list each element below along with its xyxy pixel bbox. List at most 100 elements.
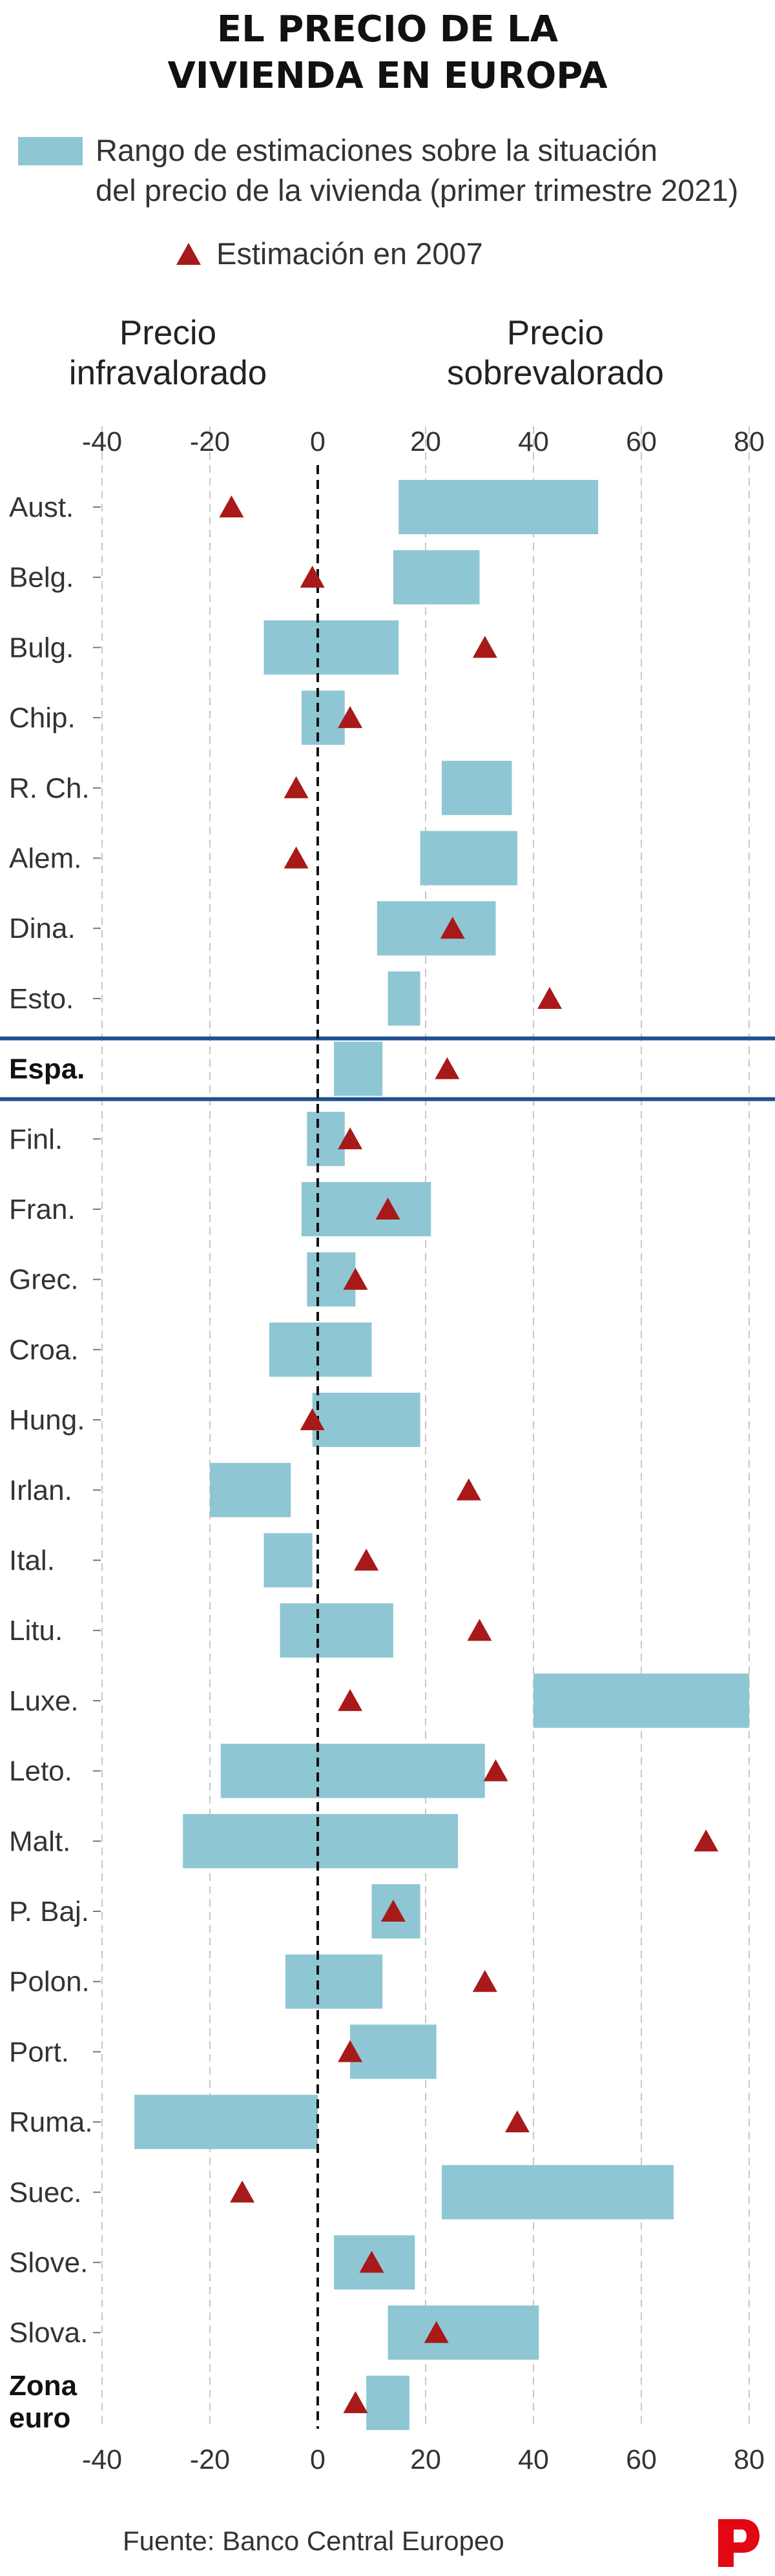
marker-2007 (504, 2110, 530, 2133)
x-tick-label-top: 0 (310, 426, 326, 457)
category-label: Slova. (9, 2317, 88, 2349)
marker-2007 (343, 1267, 368, 1290)
range-bar (334, 1041, 383, 1096)
range-bar (285, 1954, 383, 2009)
category-label: Ital. (9, 1545, 55, 1577)
category-label: Suec. (9, 2177, 82, 2208)
x-tick-label-top: 20 (410, 426, 441, 457)
marker-2007 (338, 2040, 363, 2062)
range-bar (269, 1322, 372, 1377)
marker-layer (219, 495, 719, 2413)
undervalued-label-line-2: infravalorado (68, 354, 267, 392)
marker-2007 (694, 1829, 719, 1852)
marker-2007 (219, 495, 244, 517)
range-bar (377, 901, 496, 956)
x-tick-label-bottom: 40 (518, 2444, 549, 2475)
marker-2007 (338, 1127, 363, 1150)
category-label: Bulg. (9, 632, 74, 663)
marker-2007 (284, 776, 309, 798)
category-label: Belg. (9, 562, 74, 594)
legend-range-text: Rango de estimaciones sobre la situación… (96, 130, 775, 211)
category-label: Croa. (9, 1334, 79, 1366)
category-label: Leto. (9, 1756, 72, 1787)
category-label: Grec. (9, 1264, 79, 1296)
overvalued-label: Precio sobrevalorado (413, 313, 698, 393)
range-bar (420, 831, 517, 886)
x-tick-label-top: 80 (734, 426, 765, 457)
category-label: Fran. (9, 1194, 76, 1225)
category-label: Chip. (9, 702, 76, 734)
marker-2007 (338, 1688, 363, 1711)
undervalued-label-line-1: Precio (119, 314, 217, 352)
marker-2007 (483, 1759, 508, 1781)
range-bar (301, 1182, 431, 1236)
highlight-layer (0, 1036, 775, 1101)
range-bar (183, 1814, 459, 1869)
marker-2007 (440, 917, 465, 939)
marker-2007 (467, 1619, 492, 1641)
range-bar (388, 2305, 539, 2360)
marker-2007 (435, 1057, 460, 1079)
legend-range-line-1: Rango de estimaciones sobre la situación (96, 133, 658, 167)
title-line-2: VIVIENDA EN EUROPA (167, 55, 608, 97)
category-label: Litu. (9, 1615, 63, 1646)
x-tick-label-top: 60 (626, 426, 657, 457)
overvalued-label-line-2: sobrevalorado (447, 354, 664, 392)
label-layer: -40 -40 -20 -20 0 0 20 20 40 40 60 60 80 80 Aust. Belg.… (9, 426, 765, 2475)
range-bar (442, 2165, 674, 2219)
category-label: Malt. (9, 1825, 70, 1857)
marker-2007 (343, 2391, 368, 2413)
marker-2007 (300, 565, 325, 588)
x-tick-label-bottom: 0 (310, 2444, 326, 2475)
category-label: Port. (9, 2036, 69, 2068)
range-bar (220, 1743, 485, 1798)
source-note: Fuente: Banco Central Europeo (123, 2526, 504, 2556)
range-bar (264, 620, 399, 675)
category-label: Dina. (9, 913, 76, 944)
marker-2007 (380, 1900, 406, 1922)
category-label: Alem. (9, 843, 81, 875)
range-bar (210, 1462, 291, 1517)
x-tick-label-bottom: 20 (410, 2444, 441, 2475)
x-tick-label-bottom: 80 (734, 2444, 765, 2475)
category-label: Slove. (9, 2247, 88, 2279)
marker-2007 (424, 2321, 449, 2343)
category-label: Polon. (9, 1966, 90, 1998)
legend-2007-text: Estimación en 2007 (216, 236, 483, 271)
legend-range-line-2: del precio de la vivienda (primer trimes… (96, 173, 739, 207)
undervalued-label: Precio infravalorado (39, 313, 297, 393)
category-label: Aust. (9, 492, 74, 523)
bar-layer (134, 480, 749, 2430)
range-bar (280, 1603, 393, 1658)
category-label-part: Zona (9, 2370, 78, 2402)
marker-2007 (456, 1478, 481, 1501)
category-label: Hung. (9, 1404, 85, 1436)
range-bar (388, 971, 420, 1026)
range-bar (398, 480, 599, 534)
marker-2007 (230, 2180, 255, 2203)
marker-2007 (300, 1408, 325, 1431)
triangle-marker-icon (176, 243, 201, 265)
range-bar (301, 691, 345, 745)
x-tick-label-top: -20 (190, 426, 230, 457)
marker-2007 (338, 706, 363, 729)
grid-layer (101, 426, 750, 2429)
range-bar (533, 1673, 749, 1728)
category-label: Ruma. (9, 2106, 93, 2138)
range-bar (307, 1252, 356, 1307)
marker-2007 (537, 986, 563, 1009)
overvalued-label-line-1: Precio (506, 314, 604, 352)
category-label: Irlan. (9, 1475, 72, 1506)
range-bar (393, 550, 480, 605)
x-tick-label-bottom: -40 (82, 2444, 122, 2475)
x-tick-label-bottom: 60 (626, 2444, 657, 2475)
category-label: Esto. (9, 983, 74, 1015)
category-label: Luxe. (9, 1685, 79, 1717)
category-label: P. Baj. (9, 1896, 89, 1927)
category-label-part: euro (9, 2402, 70, 2434)
marker-2007 (284, 846, 309, 869)
category-label: Zona euro (9, 2370, 78, 2434)
marker-2007 (472, 1969, 497, 1992)
legend-range-swatch (18, 137, 83, 165)
